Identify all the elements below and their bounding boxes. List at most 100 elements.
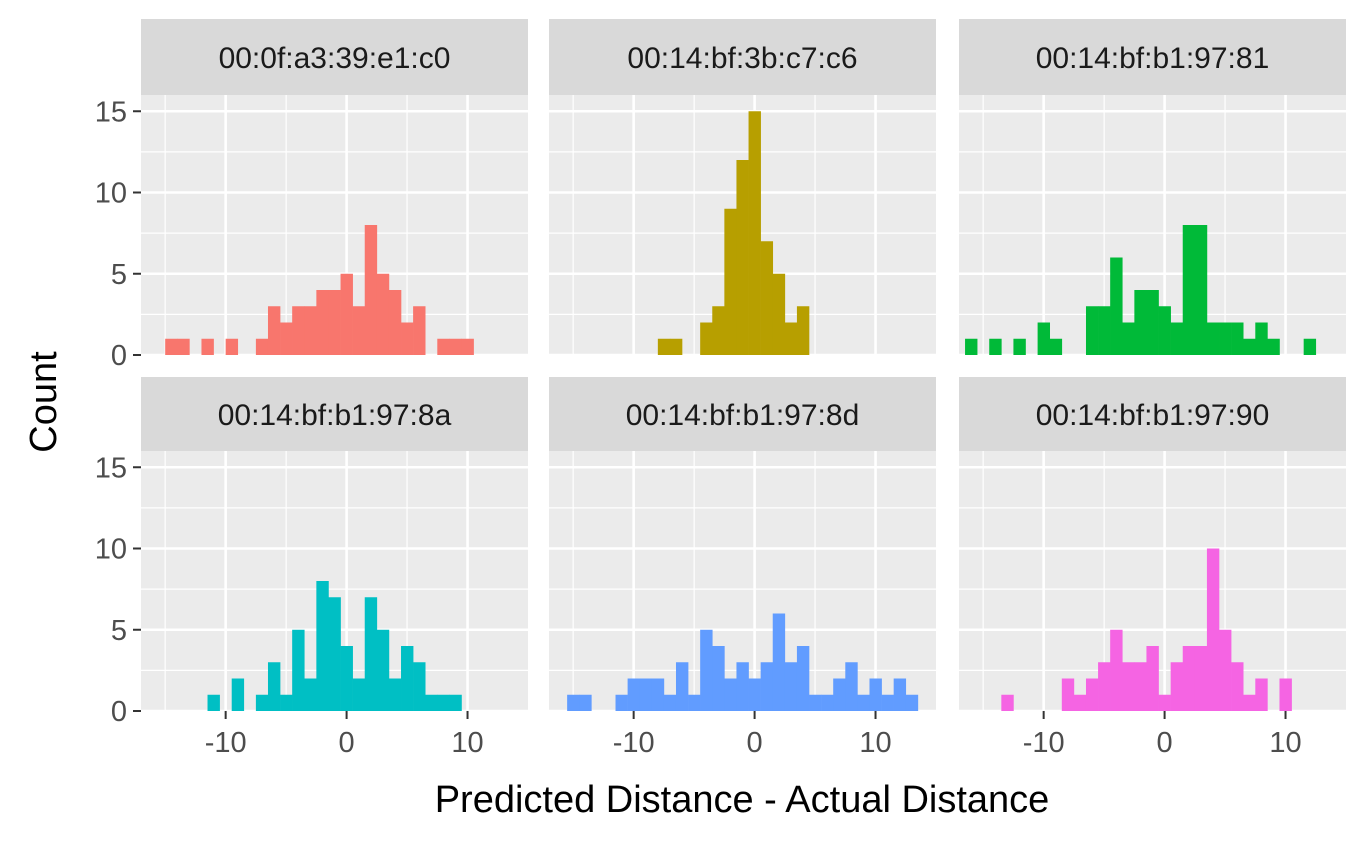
y-tick-label: 10 — [95, 178, 127, 210]
histogram-bar — [809, 694, 822, 711]
x-tick-label: 10 — [1269, 727, 1301, 759]
histogram-bar — [1231, 662, 1244, 711]
histogram-bar — [201, 338, 214, 355]
x-tick-label: -10 — [613, 727, 655, 759]
histogram-bar — [1122, 322, 1135, 355]
histogram-bar — [437, 338, 450, 355]
histogram-bar — [1182, 646, 1196, 711]
facet-panel: 00:14:bf:b1:97:90 — [959, 377, 1346, 713]
x-tick-label: -10 — [205, 727, 247, 759]
histogram-bar — [304, 678, 317, 711]
histogram-bar — [857, 694, 870, 711]
histogram-bar — [1146, 646, 1159, 711]
histogram-bar — [413, 662, 426, 711]
histogram-bar — [1110, 629, 1123, 711]
x-tick-label: 0 — [1157, 727, 1173, 759]
facet-panel: 00:14:bf:b1:97:81 — [959, 19, 1346, 357]
histogram-bar — [869, 678, 882, 711]
histogram-bar — [1098, 662, 1111, 711]
histogram-bar — [760, 662, 774, 711]
histogram-bar — [712, 306, 725, 355]
histogram-bar — [267, 306, 281, 355]
histogram-bar — [255, 694, 269, 711]
histogram-bar — [255, 338, 269, 355]
facet-strip — [959, 377, 1346, 451]
histogram-bar — [1001, 694, 1014, 711]
y-tick-label: 15 — [95, 452, 127, 484]
histogram-bar — [772, 273, 786, 355]
histogram-bar — [1182, 225, 1196, 355]
histogram-bar — [1243, 694, 1256, 711]
histogram-bar — [772, 613, 786, 711]
histogram-bar — [1085, 678, 1099, 711]
histogram-bar — [340, 273, 353, 355]
histogram-bar — [292, 629, 305, 711]
x-tick-label: 10 — [451, 727, 483, 759]
histogram-bar — [965, 338, 978, 355]
histogram-bar — [280, 694, 293, 711]
histogram-bar — [364, 597, 378, 711]
facet-strip-label: 00:14:bf:b1:97:8d — [626, 399, 860, 432]
histogram-bar — [280, 322, 293, 355]
histogram-bar — [712, 646, 725, 711]
histogram-bar — [376, 629, 390, 711]
histogram-bar — [1303, 338, 1317, 355]
histogram-bar — [1243, 338, 1256, 355]
histogram-bar — [688, 694, 701, 711]
histogram-bar — [1267, 338, 1280, 355]
histogram-bar — [1158, 306, 1171, 355]
histogram-bar — [1170, 322, 1184, 355]
histogram-bar — [413, 306, 426, 355]
histogram-bar — [231, 678, 245, 711]
histogram-bar — [1110, 257, 1123, 355]
histogram-bar — [461, 338, 474, 355]
histogram-bar — [177, 338, 190, 355]
y-tick-label: 5 — [111, 615, 127, 647]
histogram-bar — [1194, 646, 1208, 711]
histogram-bar — [579, 694, 592, 711]
histogram-bar — [833, 678, 846, 711]
histogram-bar — [796, 306, 810, 355]
histogram-bar — [1170, 662, 1184, 711]
facet-strip-label: 00:14:bf:3b:c7:c6 — [627, 42, 857, 75]
histogram-bar — [1122, 662, 1135, 711]
histogram-bar — [316, 581, 329, 711]
histogram-bar — [1037, 322, 1051, 355]
histogram-bar — [784, 662, 798, 711]
histogram-bar — [316, 290, 329, 355]
histogram-bar — [1061, 678, 1075, 711]
facet-strip-label: 00:14:bf:b1:97:90 — [1036, 399, 1270, 432]
histogram-bar — [437, 694, 450, 711]
histogram-bar — [1219, 629, 1232, 711]
histogram-bar — [388, 290, 402, 355]
facet-strip — [959, 19, 1346, 95]
histogram-bar — [1231, 322, 1244, 355]
histogram-bar — [1049, 338, 1063, 355]
histogram-bar — [760, 241, 774, 355]
histogram-bar — [225, 338, 239, 355]
histogram-bar — [1255, 678, 1268, 711]
histogram-bar — [1085, 306, 1099, 355]
histogram-bar — [700, 629, 713, 711]
panels-layer: 00:0f:a3:39:e1:c0 00:14:bf:3b:c7:c6 00:14:… — [141, 19, 1346, 713]
facet-strip-label: 00:14:bf:b1:97:81 — [1036, 42, 1270, 75]
x-axis-title: Predicted Distance - Actual Distance — [435, 779, 1050, 821]
y-tick-label: 5 — [111, 259, 127, 291]
histogram-bar — [1134, 290, 1147, 355]
facet-panel: 00:14:bf:b1:97:8a — [141, 377, 528, 713]
histogram-bar — [267, 662, 281, 711]
histogram-bar — [845, 662, 858, 711]
histogram-bar — [165, 338, 178, 355]
histogram-bar — [207, 694, 220, 711]
histogram-bar — [1255, 322, 1268, 355]
histogram-bar — [1206, 548, 1220, 711]
histogram-bar — [748, 111, 761, 355]
histogram-bar — [1219, 322, 1232, 355]
facet-strip — [549, 19, 936, 95]
histogram-bar — [401, 646, 414, 711]
histogram-bar — [1134, 662, 1147, 711]
histogram-bar — [748, 678, 761, 711]
facet-strip-label: 00:14:bf:b1:97:8a — [218, 399, 452, 432]
histogram-bar — [304, 306, 317, 355]
